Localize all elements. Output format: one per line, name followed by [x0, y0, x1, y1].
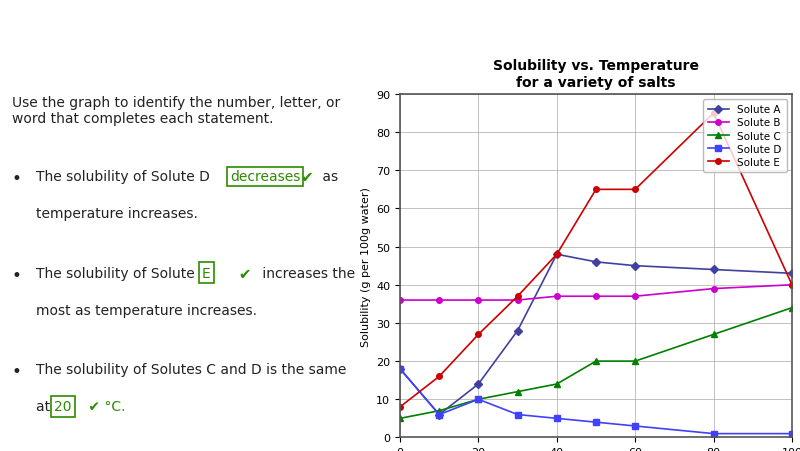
Solute C: [630, 359, 640, 364]
Solute D: [395, 366, 405, 372]
Solute D: [630, 423, 640, 429]
Solute A: [434, 412, 444, 417]
Text: most as temperature increases.: most as temperature increases.: [36, 303, 257, 317]
Line: Solute A: Solute A: [398, 252, 794, 417]
Text: decreases: decreases: [230, 170, 300, 184]
Line: Solute E: Solute E: [398, 111, 794, 410]
Solute B: [787, 282, 797, 288]
Solute E: [591, 187, 601, 193]
Text: Use the graph to identify the number, letter, or
word that completes each statem: Use the graph to identify the number, le…: [12, 96, 340, 126]
Solute B: [709, 286, 718, 292]
Solute A: [709, 267, 718, 272]
Text: Analyzing Solubility Graphs: Analyzing Solubility Graphs: [12, 26, 486, 55]
Text: •: •: [12, 362, 22, 380]
Solute D: [513, 412, 522, 417]
Text: •: •: [12, 170, 22, 188]
Solute B: [630, 294, 640, 299]
Text: ✔ °C.: ✔ °C.: [84, 399, 126, 413]
Solute D: [591, 419, 601, 425]
Line: Solute B: Solute B: [398, 282, 794, 303]
Solute C: [513, 389, 522, 395]
Solute B: [591, 294, 601, 299]
Solute B: [434, 298, 444, 303]
Y-axis label: Solubility (g per 100g water): Solubility (g per 100g water): [361, 186, 370, 346]
Text: ✔: ✔: [234, 266, 252, 281]
Text: The solubility of Solute D: The solubility of Solute D: [36, 170, 214, 184]
Text: increases the: increases the: [258, 266, 355, 280]
Solute D: [787, 431, 797, 437]
Solute D: [709, 431, 718, 437]
Solute E: [474, 332, 483, 337]
Solute A: [513, 328, 522, 334]
Solute D: [474, 397, 483, 402]
Solute E: [787, 282, 797, 288]
Text: at: at: [36, 399, 54, 413]
Solute B: [513, 298, 522, 303]
Solute E: [630, 187, 640, 193]
Solute E: [709, 111, 718, 116]
Solute A: [474, 382, 483, 387]
Solute B: [395, 298, 405, 303]
Solute C: [709, 332, 718, 337]
Solute C: [474, 397, 483, 402]
Solute C: [552, 382, 562, 387]
Text: E: E: [202, 266, 210, 280]
Solute E: [552, 252, 562, 258]
Text: temperature increases.: temperature increases.: [36, 207, 198, 221]
Solute E: [434, 374, 444, 379]
Title: Solubility vs. Temperature
for a variety of salts: Solubility vs. Temperature for a variety…: [493, 59, 699, 89]
Line: Solute C: Solute C: [398, 305, 794, 421]
Text: ✔: ✔: [300, 170, 313, 185]
Solute A: [552, 252, 562, 258]
Solute C: [787, 305, 797, 311]
Solute D: [434, 412, 444, 417]
Line: Solute D: Solute D: [398, 366, 794, 437]
Solute B: [474, 298, 483, 303]
Solute A: [787, 271, 797, 276]
Solute C: [591, 359, 601, 364]
Solute E: [513, 294, 522, 299]
Text: The solubility of Solutes C and D is the same: The solubility of Solutes C and D is the…: [36, 362, 346, 376]
Solute A: [395, 366, 405, 372]
Solute A: [591, 260, 601, 265]
Solute E: [395, 404, 405, 410]
Text: •: •: [12, 266, 22, 284]
Text: 20: 20: [54, 399, 71, 413]
Solute C: [395, 416, 405, 421]
Solute B: [552, 294, 562, 299]
Solute D: [552, 416, 562, 421]
Solute A: [630, 263, 640, 269]
Text: as: as: [318, 170, 338, 184]
Text: The solubility of Solute: The solubility of Solute: [36, 266, 199, 280]
Legend: Solute A, Solute B, Solute C, Solute D, Solute E: Solute A, Solute B, Solute C, Solute D, …: [703, 100, 786, 173]
Solute C: [434, 408, 444, 414]
